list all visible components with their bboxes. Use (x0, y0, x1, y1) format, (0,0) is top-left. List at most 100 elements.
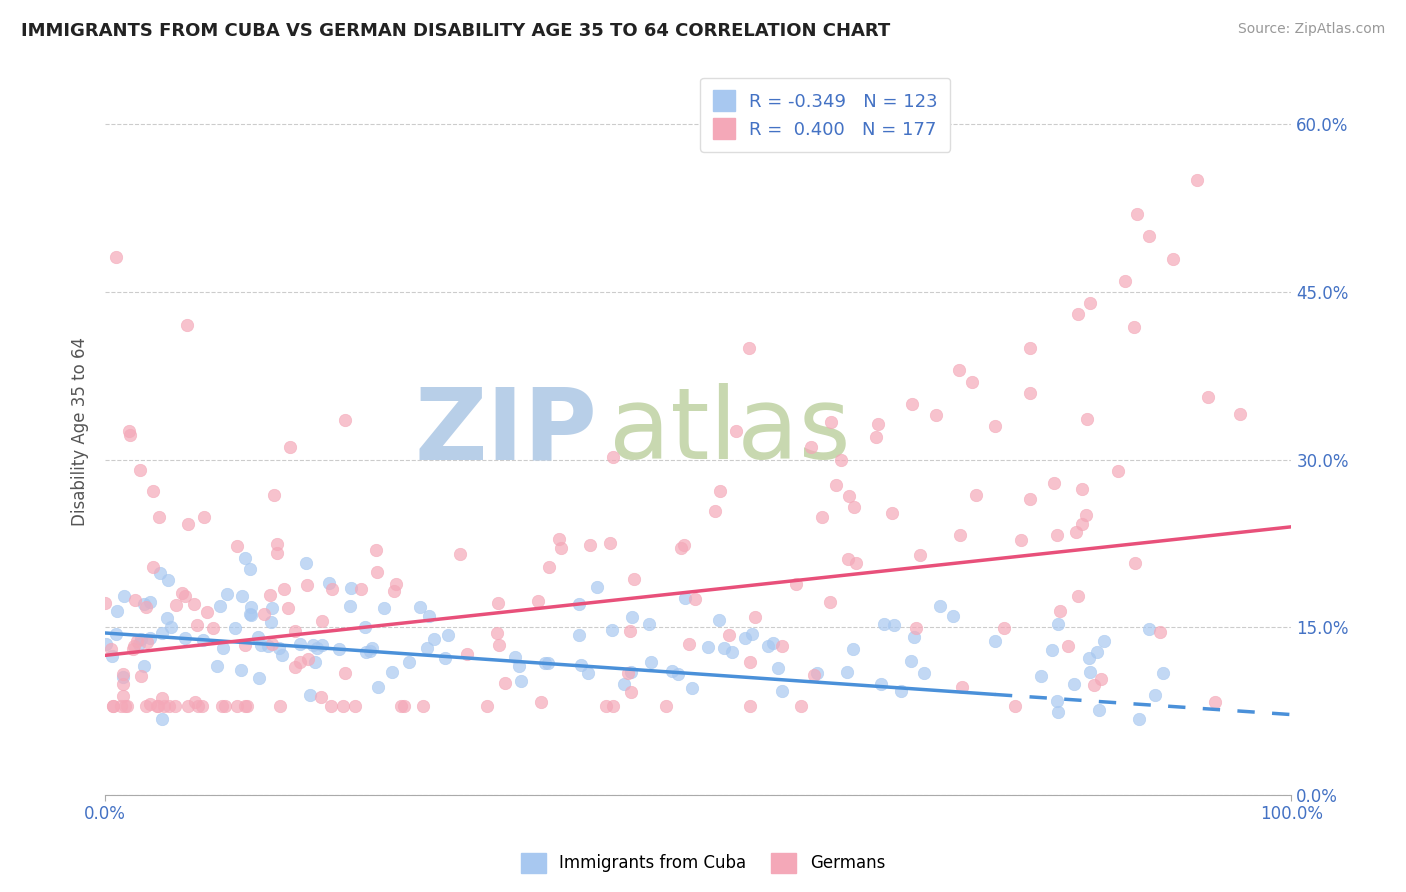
Point (770, 684, 793, 698)
Point (239, 561, 262, 575)
Point (1063, 676, 1085, 690)
Point (350, 582, 373, 596)
Point (150, 626, 173, 640)
Point (1049, 603, 1071, 617)
Point (1114, 274, 1136, 288)
Point (364, 543, 387, 558)
Point (709, 484, 731, 499)
Point (328, 641, 350, 656)
Point (298, 688, 321, 702)
Point (260, 601, 283, 615)
Point (835, 665, 858, 680)
Point (105, 250, 128, 264)
Point (115, 698, 138, 713)
Point (494, 676, 516, 690)
Point (142, 560, 165, 574)
Point (202, 621, 225, 635)
Point (156, 611, 179, 625)
Point (215, 587, 238, 601)
Point (290, 637, 312, 651)
Point (1107, 464, 1129, 478)
Point (1064, 525, 1087, 540)
Point (170, 586, 193, 600)
Point (1043, 475, 1066, 490)
Point (623, 572, 645, 586)
Point (880, 506, 903, 520)
Point (212, 640, 235, 655)
Point (122, 642, 145, 657)
Point (1126, 207, 1149, 221)
Point (100, 641, 122, 656)
Point (621, 610, 644, 624)
Point (785, 577, 807, 591)
Point (152, 712, 174, 726)
Point (984, 419, 1007, 434)
Point (993, 621, 1015, 635)
Point (295, 577, 318, 591)
Point (510, 674, 533, 689)
Point (132, 597, 155, 611)
Point (118, 424, 141, 438)
Point (1144, 688, 1167, 702)
Point (332, 698, 354, 713)
Point (225, 540, 247, 554)
Point (105, 626, 128, 640)
Point (128, 463, 150, 477)
Point (1010, 533, 1032, 548)
Point (247, 630, 270, 644)
Point (434, 650, 457, 665)
Point (335, 413, 357, 427)
Point (273, 582, 295, 596)
Point (361, 641, 384, 656)
Point (177, 698, 200, 713)
Point (138, 595, 160, 609)
Point (905, 621, 928, 635)
Point (602, 698, 624, 713)
Point (111, 689, 134, 703)
Point (1090, 673, 1112, 687)
Point (416, 641, 439, 656)
Point (103, 698, 125, 713)
Point (311, 638, 333, 652)
Point (655, 698, 678, 713)
Point (173, 632, 195, 646)
Point (124, 593, 146, 607)
Text: IMMIGRANTS FROM CUBA VS GERMAN DISABILITY AGE 35 TO 64 CORRELATION CHART: IMMIGRANTS FROM CUBA VS GERMAN DISABILIT… (21, 22, 890, 40)
Point (942, 609, 965, 624)
Point (738, 698, 761, 713)
Point (537, 560, 560, 574)
Point (477, 698, 499, 713)
Point (486, 596, 509, 610)
Point (288, 656, 311, 670)
Point (865, 430, 887, 444)
Point (486, 625, 509, 640)
Point (249, 638, 271, 652)
Point (132, 659, 155, 673)
Point (1088, 703, 1111, 717)
Point (333, 665, 356, 680)
Point (579, 538, 602, 552)
Point (600, 624, 623, 638)
Point (1122, 320, 1144, 334)
Text: ZIP: ZIP (415, 384, 598, 480)
Point (94, 637, 117, 651)
Point (620, 685, 643, 699)
Point (744, 610, 766, 624)
Point (550, 541, 572, 555)
Point (1067, 589, 1090, 603)
Point (193, 509, 215, 524)
Legend: R = -0.349   N = 123, R =  0.400   N = 177: R = -0.349 N = 123, R = 0.400 N = 177 (700, 78, 950, 152)
Point (738, 655, 761, 669)
Point (547, 532, 569, 546)
Point (890, 684, 912, 698)
Point (191, 632, 214, 647)
Point (673, 591, 696, 606)
Point (231, 590, 253, 604)
Point (145, 698, 167, 713)
Point (449, 547, 471, 561)
Point (208, 599, 231, 613)
Point (112, 589, 135, 603)
Point (94, 595, 117, 609)
Point (595, 698, 617, 713)
Point (128, 637, 150, 651)
